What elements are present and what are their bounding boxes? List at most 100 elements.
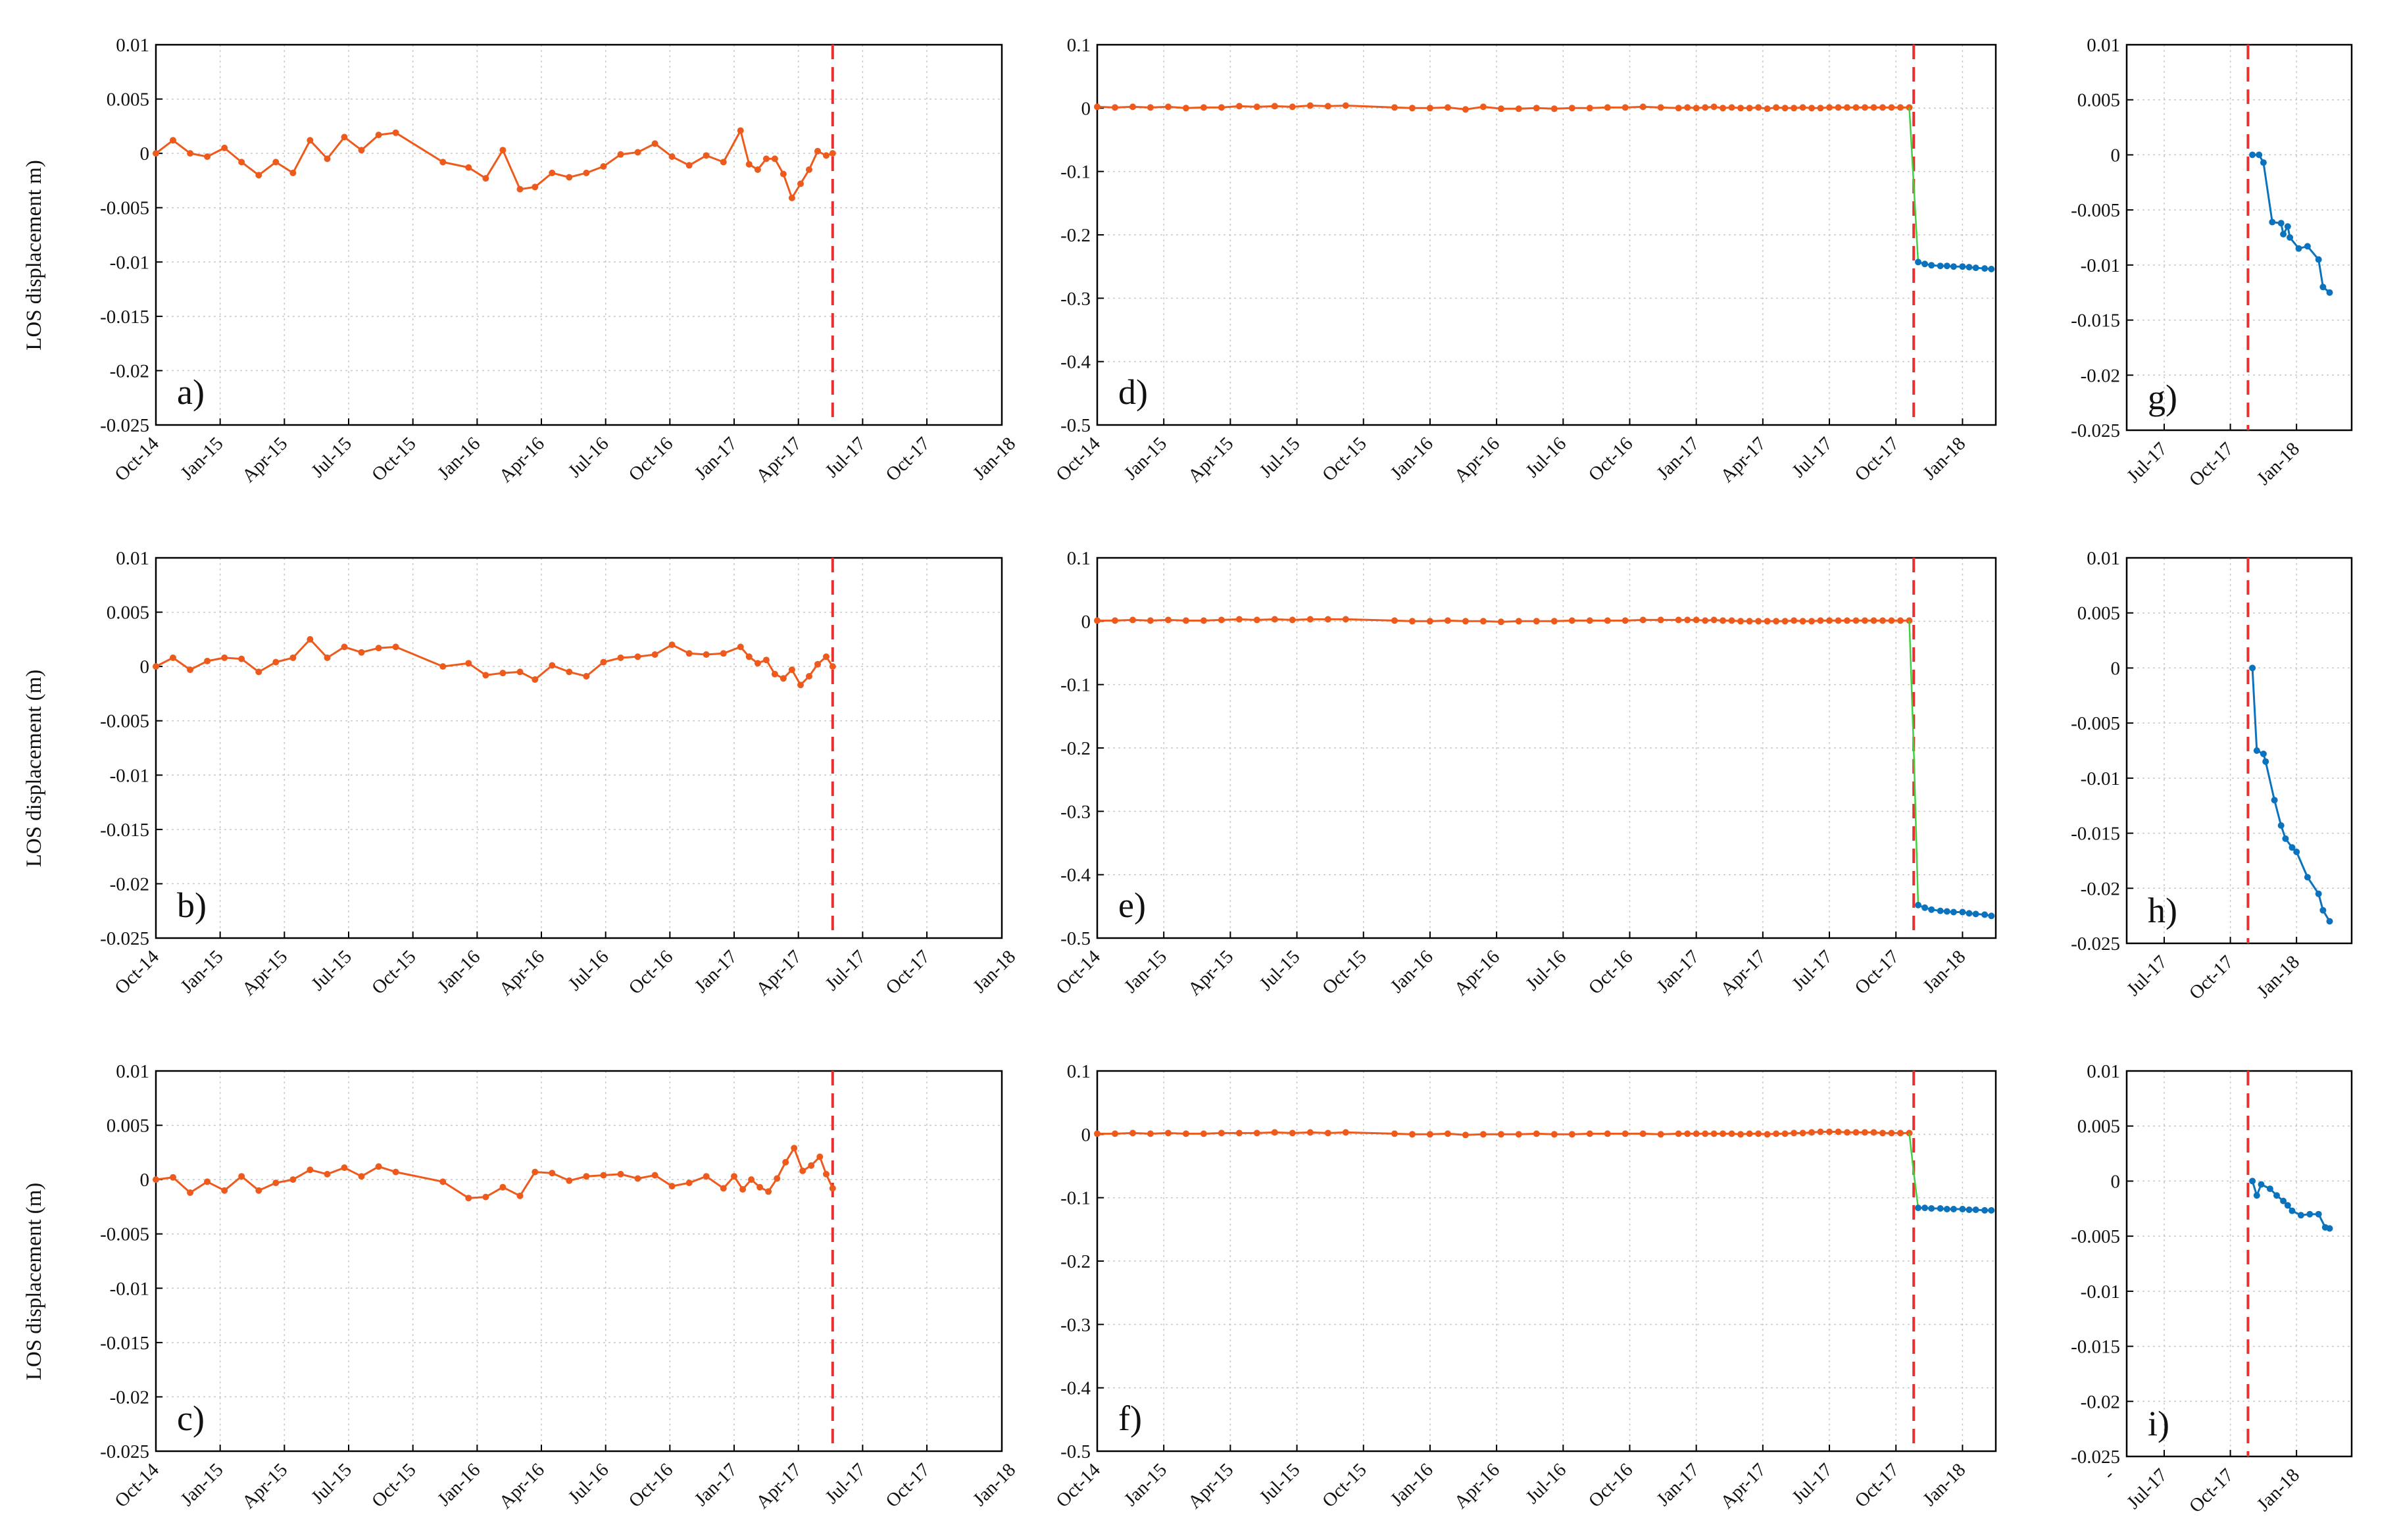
- data-point: [1897, 104, 1904, 111]
- y-tick-label: -0.02: [2081, 878, 2120, 899]
- data-point: [341, 1164, 348, 1171]
- data-point: [1444, 104, 1451, 111]
- data-point: [703, 152, 710, 159]
- x-tick-label: Apr-15: [238, 946, 291, 999]
- data-point: [1921, 1205, 1929, 1212]
- y-tick-label: -0.3: [1060, 288, 1091, 309]
- data-point: [1391, 1130, 1398, 1137]
- data-point: [1147, 617, 1154, 624]
- data-point: [703, 1173, 710, 1180]
- x-tick-label: Jan-17: [1652, 946, 1703, 997]
- data-point: [634, 653, 641, 660]
- data-point: [1342, 616, 1349, 623]
- data-point: [814, 660, 821, 668]
- data-point: [600, 1172, 607, 1179]
- y-tick-label: -0.2: [1060, 738, 1091, 759]
- data-point: [1253, 103, 1260, 111]
- plot-frame: [2125, 1070, 2353, 1458]
- data-point: [1728, 1130, 1735, 1137]
- data-point: [1844, 104, 1850, 111]
- x-tick-label: Apr-15: [1184, 433, 1237, 486]
- x-tick-label: Jul-17: [1788, 946, 1837, 995]
- x-tick-label: Apr-15: [238, 1459, 291, 1512]
- y-tick-label: -0.5: [1060, 1441, 1091, 1462]
- x-tick-label: Jan-17: [691, 433, 741, 484]
- data-point: [2271, 797, 2278, 804]
- data-point: [1604, 104, 1611, 111]
- panel-label-i: i): [2148, 1404, 2169, 1443]
- x-tick-label: Oct-17: [881, 946, 934, 999]
- panel-label-e: e): [1118, 885, 1146, 925]
- data-point: [1710, 1130, 1718, 1137]
- data-point: [829, 663, 836, 670]
- x-tick-label: Oct-14: [1052, 433, 1104, 485]
- y-tick-label: 0.1: [1067, 35, 1091, 56]
- data-point: [2319, 907, 2327, 914]
- data-point: [1888, 1130, 1895, 1137]
- data-point: [1675, 616, 1682, 624]
- x-tick-label: Oct-17: [2185, 438, 2238, 491]
- data-point: [600, 163, 607, 170]
- y-tick-label: 0: [2111, 658, 2121, 679]
- series-line-co-event-jump: [1908, 620, 1919, 905]
- data-point: [1799, 1130, 1806, 1137]
- data-point: [1737, 1131, 1745, 1138]
- data-point: [2326, 289, 2333, 296]
- data-point: [1586, 617, 1593, 624]
- data-point: [1702, 617, 1709, 624]
- data-point: [204, 153, 211, 161]
- x-tick-label: Jul-16: [564, 946, 613, 995]
- x-tick-label: Oct-16: [625, 1459, 678, 1512]
- x-tick-label: Oct-14: [111, 433, 163, 485]
- y-tick-label: 0: [1081, 1124, 1091, 1145]
- data-point: [1391, 104, 1398, 111]
- data-point: [1862, 1129, 1868, 1136]
- data-point: [1791, 105, 1798, 112]
- x-tick-label: Jan-15: [176, 946, 227, 997]
- panel-b: 0.010.0050-0.005-0.01-0.015-0.02-0.025Oc…: [100, 548, 1020, 1000]
- data-point: [2304, 243, 2311, 250]
- data-point: [1988, 266, 1995, 272]
- data-point: [324, 1170, 331, 1178]
- y-tick-label: 0: [140, 143, 150, 164]
- series-line-co-event-jump: [1908, 1133, 1919, 1208]
- data-point: [1981, 1206, 1989, 1214]
- x-tick-label: Jul-16: [1522, 946, 1570, 995]
- data-point: [1253, 1130, 1260, 1137]
- panel-label-h: h): [2148, 891, 2177, 930]
- data-point: [1604, 617, 1611, 624]
- data-point: [549, 169, 556, 176]
- y-tick-label: -0.015: [2071, 824, 2120, 845]
- data-point: [1444, 1130, 1451, 1137]
- data-point: [806, 166, 812, 173]
- data-point: [1835, 617, 1842, 624]
- x-tick-label: Jul-15: [307, 946, 356, 995]
- data-point: [375, 1163, 382, 1170]
- data-point: [1852, 1129, 1860, 1136]
- data-point: [238, 1173, 245, 1180]
- data-point: [307, 1166, 314, 1174]
- data-point: [1533, 618, 1540, 625]
- data-point: [1879, 1130, 1886, 1137]
- data-point: [1218, 104, 1225, 111]
- data-point: [1324, 1130, 1331, 1137]
- data-point: [1826, 104, 1833, 111]
- data-point: [2266, 1185, 2273, 1193]
- data-point: [2282, 835, 2289, 842]
- data-point: [829, 150, 836, 157]
- y-tick-label: -0.025: [2071, 420, 2120, 441]
- data-point: [1972, 264, 1979, 272]
- y-tick-label: 0.005: [2077, 90, 2120, 111]
- x-tick-label: Jan-18: [2253, 951, 2304, 1002]
- data-point: [651, 140, 658, 147]
- x-tick-label: Jan-17: [691, 1459, 741, 1510]
- x-tick-label: Oct-15: [1318, 946, 1371, 999]
- data-point: [392, 129, 399, 136]
- data-point: [566, 668, 573, 676]
- data-point: [1253, 616, 1260, 624]
- data-point: [685, 650, 693, 657]
- data-point: [1200, 1130, 1207, 1137]
- data-point: [1479, 618, 1487, 625]
